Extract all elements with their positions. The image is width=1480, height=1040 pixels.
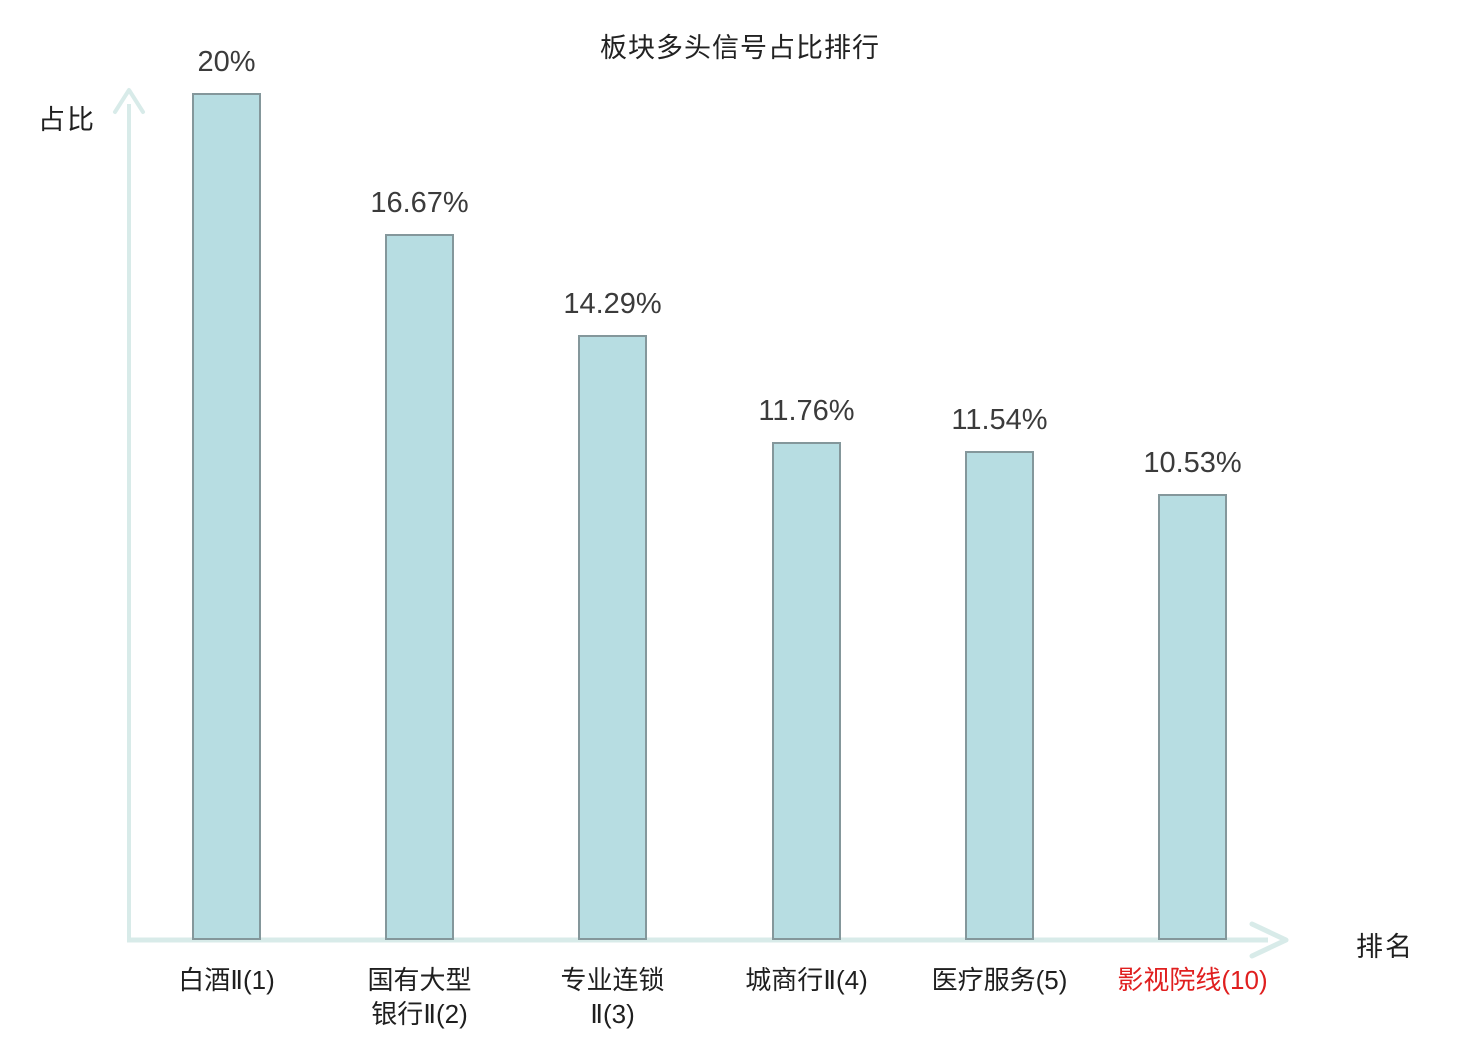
bar-value-label: 16.67%: [370, 187, 469, 219]
category-label: 白酒Ⅱ(1): [178, 965, 275, 995]
y-axis-arrow-icon: [113, 88, 145, 114]
bar: [192, 93, 261, 940]
category-label: 专业连锁 Ⅱ(3): [560, 965, 665, 1029]
y-axis-title: 占比: [38, 105, 96, 135]
x-axis-title: 排名: [1356, 932, 1414, 962]
bar: [965, 451, 1034, 940]
category-label: 医疗服务(5): [931, 965, 1068, 995]
x-axis-arrow-icon: [1249, 921, 1289, 959]
category-label: 国有大型 银行Ⅱ(2): [367, 965, 472, 1029]
bar-value-label: 14.29%: [563, 288, 662, 320]
bar-value-label: 11.54%: [951, 404, 1048, 436]
bar-value-label: 20%: [197, 46, 256, 78]
category-label: 影视院线(10): [1117, 965, 1268, 995]
category-label: 城商行Ⅱ(4): [745, 965, 868, 995]
bar: [385, 234, 454, 940]
chart-title: 板块多头信号占比排行: [600, 33, 880, 63]
bar-value-label: 10.53%: [1143, 447, 1242, 479]
bar: [1158, 494, 1227, 940]
bar: [772, 442, 841, 940]
bar: [578, 335, 647, 940]
bar-value-label: 11.76%: [758, 395, 855, 427]
